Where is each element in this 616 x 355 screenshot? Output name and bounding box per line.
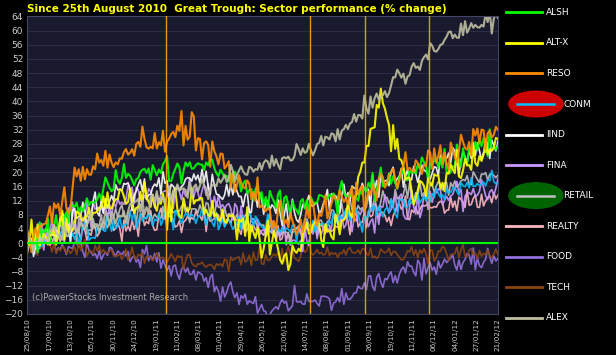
Text: REALTY: REALTY xyxy=(546,222,579,231)
Text: IIND: IIND xyxy=(546,130,565,139)
Text: CONM: CONM xyxy=(563,99,591,109)
Text: ALT-X: ALT-X xyxy=(546,38,570,48)
Text: ALSH: ALSH xyxy=(546,8,570,17)
Text: RESO: RESO xyxy=(546,69,571,78)
Text: FINA: FINA xyxy=(546,160,567,170)
Text: FOOD: FOOD xyxy=(546,252,572,261)
Text: (c)PowerStocks Investment Research: (c)PowerStocks Investment Research xyxy=(32,293,188,302)
Text: RETAIL: RETAIL xyxy=(563,191,593,200)
Text: TECH: TECH xyxy=(546,283,570,292)
Text: ALEX: ALEX xyxy=(546,313,569,322)
Text: Since 25th August 2010  Great Trough: Sector performance (% change): Since 25th August 2010 Great Trough: Sec… xyxy=(27,4,447,14)
